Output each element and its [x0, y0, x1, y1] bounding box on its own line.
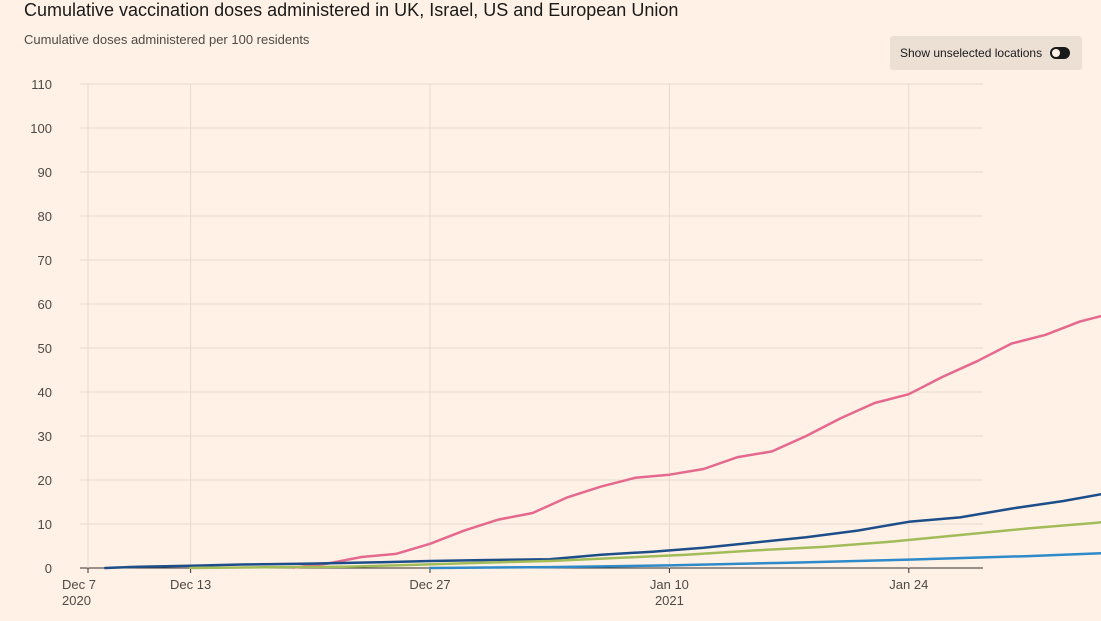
- series-line-european-union: [428, 551, 1101, 570]
- y-tick-label: 110: [31, 77, 52, 92]
- y-axis: 0 10 20 30 40 50 60 70 80 90 100 110: [30, 77, 52, 576]
- chart-title: Cumulative vaccination doses administere…: [24, 0, 679, 20]
- y-tick-label: 70: [38, 253, 52, 268]
- y-tick-label: 80: [38, 209, 52, 224]
- series-line-israel: [291, 314, 1101, 569]
- x-tick-label: Dec 13: [170, 577, 211, 592]
- y-tick-label: 90: [38, 165, 52, 180]
- series-line-us: [189, 521, 1101, 570]
- series-lines: IsraelUKUSEuropean Union: [103, 314, 1101, 570]
- x-tick-sublabel: 2020: [62, 593, 91, 608]
- y-tick-label: 30: [38, 429, 52, 444]
- toggle-label: Show unselected locations: [900, 46, 1043, 60]
- show-unselected-toggle[interactable]: Show unselected locations: [890, 36, 1082, 70]
- y-tick-label: 0: [45, 561, 52, 576]
- y-tick-label: 50: [38, 341, 52, 356]
- toggle-knob: [1052, 49, 1060, 57]
- x-tick-label: Dec 7: [62, 577, 96, 592]
- x-tick-sublabel: 2021: [655, 593, 684, 608]
- x-tick-label: Jan 10: [650, 577, 689, 592]
- y-tick-label: 20: [38, 473, 52, 488]
- x-tick-label: Jan 24: [889, 577, 928, 592]
- chart-subtitle: Cumulative doses administered per 100 re…: [24, 32, 310, 47]
- y-tick-label: 40: [38, 385, 52, 400]
- series-line-uk: [103, 492, 1101, 570]
- y-tick-label: 10: [38, 517, 52, 532]
- y-tick-label: 60: [38, 297, 52, 312]
- toggle-switch-icon[interactable]: [1050, 47, 1070, 59]
- x-tick-label: Dec 27: [409, 577, 450, 592]
- grid-lines: [80, 83, 983, 573]
- y-tick-label: 100: [30, 121, 52, 136]
